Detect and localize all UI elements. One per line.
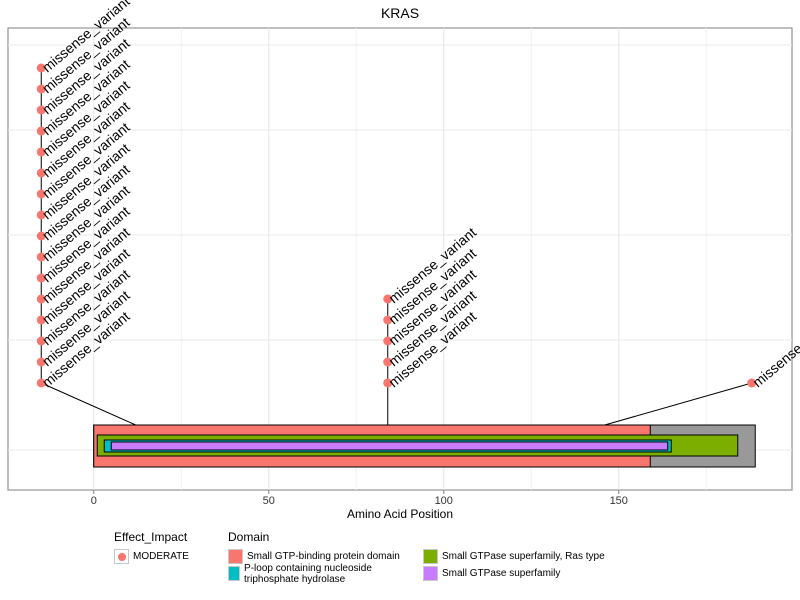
variant-point [36, 357, 46, 367]
plot-panel [7, 27, 793, 491]
domain-key-swatch [423, 566, 438, 581]
variant-connector [604, 382, 752, 426]
chart-title: KRAS [381, 5, 419, 21]
variant-point [36, 126, 46, 136]
x-tick-label: 50 [263, 495, 275, 507]
domain-key-swatch [423, 549, 438, 564]
domain-legend-item: P-loop containing nucleoside triphosphat… [228, 562, 423, 585]
domain-legend-item: Small GTPase superfamily [423, 565, 683, 582]
effect-legend-label: MODERATE [133, 551, 189, 562]
effect-key [114, 549, 129, 564]
variant-point [383, 357, 393, 367]
domain-legend-title: Domain [228, 530, 270, 544]
variant-point [36, 84, 46, 94]
domain-legend-label: Small GTPase superfamily [442, 568, 561, 579]
variant-point [383, 378, 393, 388]
variant-point [36, 168, 46, 178]
effect-legend: Effect_Impact MODERATE [114, 530, 189, 565]
effect-legend-title: Effect_Impact [114, 530, 188, 544]
variant-connector [41, 382, 136, 426]
variant-point [36, 336, 46, 346]
variant-point [36, 210, 46, 220]
domain-legend-item: Small GTP-binding protein domain [228, 548, 423, 565]
variant-point [36, 189, 46, 199]
x-axis-title: Amino Acid Position [347, 507, 453, 521]
domain-legend-label: P-loop containing nucleoside triphosphat… [244, 562, 372, 585]
protein-track [93, 424, 756, 468]
variant-point [36, 105, 46, 115]
variant-point [36, 294, 46, 304]
x-tick-label: 100 [435, 495, 453, 507]
variant-point [36, 315, 46, 325]
variant-point [383, 315, 393, 325]
x-tick-label: 0 [91, 495, 97, 507]
moderate-dot-icon [117, 552, 126, 561]
variant-point [36, 147, 46, 157]
domain-legend-item: Small GTPase superfamily, Ras type [423, 548, 683, 565]
domain-key-swatch [228, 549, 243, 564]
x-tick-label: 150 [610, 495, 628, 507]
domain-small-gtpase [110, 441, 669, 451]
variant-point [36, 231, 46, 241]
variant-point [747, 378, 757, 388]
domain-legend-label: Small GTPase superfamily, Ras type [442, 551, 605, 562]
variant-point [36, 252, 46, 262]
domain-legend: Domain Small GTP-binding protein domain S… [228, 530, 683, 585]
variant-point [383, 336, 393, 346]
variant-point [36, 273, 46, 283]
domain-legend-label: Small GTP-binding protein domain [247, 551, 400, 562]
domain-key-swatch [228, 566, 241, 581]
x-axis: 0 50 100 150 [91, 490, 628, 507]
variant-point [383, 294, 393, 304]
effect-legend-item: MODERATE [114, 548, 189, 565]
variant-point [36, 63, 46, 73]
variant-point [36, 378, 46, 388]
